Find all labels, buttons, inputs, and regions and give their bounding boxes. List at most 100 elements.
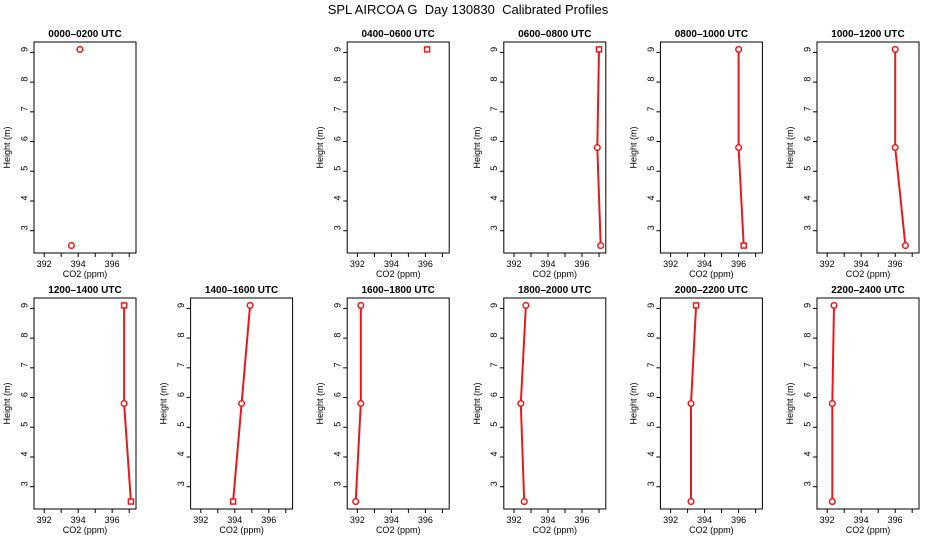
y-tick-label: 6 (19, 136, 29, 141)
x-tick-label: 396 (418, 515, 433, 525)
y-tick-label: 5 (489, 166, 499, 171)
y-tick-label: 8 (489, 77, 499, 82)
x-tick-label: 396 (105, 515, 120, 525)
y-tick-label: 9 (333, 303, 343, 308)
y-tick-label: 7 (489, 362, 499, 367)
x-tick-label: 394 (384, 515, 399, 525)
x-tick-label: 394 (71, 515, 86, 525)
y-tick-label: 8 (646, 333, 656, 338)
y-axis-label: Height (m) (785, 382, 795, 424)
y-tick-label: 7 (646, 106, 656, 111)
x-tick-label: 396 (731, 259, 746, 269)
x-tick-label: 394 (384, 259, 399, 269)
y-tick-label: 7 (802, 106, 812, 111)
y-tick-label: 3 (19, 481, 29, 486)
y-tick-label: 6 (646, 392, 656, 397)
data-point-circle (517, 399, 525, 408)
x-tick-label: 392 (506, 515, 521, 525)
y-tick-label: 6 (646, 136, 656, 141)
panel-title: 1200–1400 UTC (48, 285, 121, 296)
data-point-circle (687, 399, 695, 408)
y-tick-label: 5 (802, 166, 812, 171)
x-tick-label: 394 (854, 259, 869, 269)
y-tick-label: 9 (19, 47, 29, 52)
y-tick-label: 3 (176, 481, 186, 486)
panel-title: 2200–2400 UTC (831, 285, 904, 296)
x-tick-label: 392 (350, 259, 365, 269)
y-axis-label: Height (m) (315, 382, 325, 424)
y-tick-label: 5 (176, 422, 186, 427)
data-point-square (692, 302, 700, 309)
data-point-circle (522, 301, 530, 309)
x-axis-label: CO2 (ppm) (63, 269, 108, 279)
y-tick-label: 3 (646, 481, 656, 486)
y-tick-label: 3 (489, 481, 499, 486)
y-tick-label: 6 (802, 136, 812, 141)
y-tick-label: 9 (802, 47, 812, 52)
figure-title: SPL AIRCOA G Day 130830 Calibrated Profi… (327, 2, 609, 17)
x-axis-label: CO2 (ppm) (689, 525, 734, 535)
y-tick-label: 4 (176, 451, 186, 456)
x-tick-label: 392 (350, 515, 365, 525)
x-axis-label: CO2 (ppm) (219, 525, 264, 535)
y-tick-label: 7 (489, 106, 499, 111)
x-tick-label: 392 (820, 515, 835, 525)
y-tick-label: 3 (802, 225, 812, 230)
y-tick-label: 5 (802, 422, 812, 427)
y-tick-label: 9 (19, 303, 29, 308)
y-tick-label: 6 (333, 136, 343, 141)
y-axis-label: Height (m) (2, 382, 12, 424)
plot-frame (503, 297, 607, 510)
x-tick-label: 396 (261, 515, 276, 525)
data-point-circle (735, 45, 743, 53)
data-point-circle (352, 498, 360, 506)
x-tick-label: 392 (820, 259, 835, 269)
data-point-square (740, 242, 747, 249)
y-tick-label: 4 (489, 451, 499, 456)
y-tick-label: 9 (176, 303, 186, 308)
y-tick-label: 7 (333, 362, 343, 367)
plot-frame (33, 41, 137, 254)
data-point-circle (891, 45, 899, 53)
data-point-square (127, 498, 135, 505)
plot-frame (816, 41, 920, 254)
y-tick-label: 5 (646, 166, 656, 171)
y-axis-label: Height (m) (628, 382, 638, 424)
plot-frame (659, 297, 763, 510)
data-point-circle (357, 399, 365, 408)
y-tick-label: 4 (802, 451, 812, 456)
panel-title: 1800–2000 UTC (518, 285, 591, 296)
x-axis-label: CO2 (ppm) (533, 525, 578, 535)
x-tick-label: 396 (574, 259, 589, 269)
y-tick-label: 8 (802, 333, 812, 338)
plot-frame (190, 297, 294, 510)
x-axis-label: CO2 (ppm) (376, 525, 421, 535)
data-point-circle (246, 301, 254, 309)
y-tick-label: 9 (489, 47, 499, 52)
x-tick-label: 392 (506, 259, 521, 269)
data-point-circle (687, 498, 695, 506)
data-point-circle (830, 301, 838, 309)
y-tick-label: 4 (646, 195, 656, 200)
x-axis-label: CO2 (ppm) (376, 269, 421, 279)
x-tick-label: 394 (227, 515, 242, 525)
x-tick-label: 394 (71, 259, 86, 269)
panel-title: 1600–1800 UTC (362, 285, 435, 296)
y-tick-label: 5 (489, 422, 499, 427)
y-axis-label: Height (m) (159, 382, 169, 424)
x-tick-label: 396 (888, 515, 903, 525)
x-tick-label: 392 (663, 259, 678, 269)
y-tick-label: 4 (333, 451, 343, 456)
y-tick-label: 5 (333, 422, 343, 427)
y-tick-label: 4 (489, 195, 499, 200)
panel-title: 0000–0200 UTC (48, 29, 121, 40)
y-tick-label: 9 (333, 47, 343, 52)
y-tick-label: 7 (176, 362, 186, 367)
y-axis-label: Height (m) (472, 382, 482, 424)
